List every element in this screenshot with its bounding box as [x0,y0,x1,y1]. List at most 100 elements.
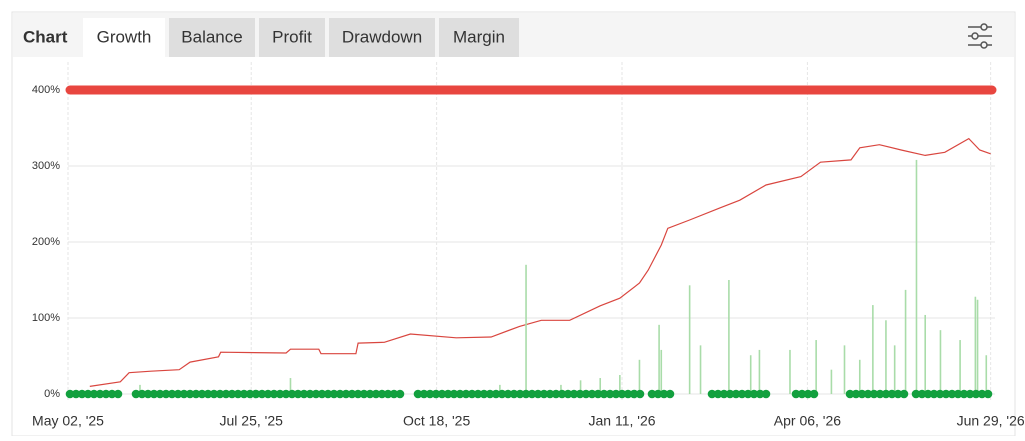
marker [83,389,93,399]
bar [974,296,977,394]
marker [137,389,147,399]
marker [191,389,201,399]
marker [389,389,399,399]
marker [731,389,741,399]
marker [251,389,261,399]
marker [323,389,333,399]
y-tick-label: 400% [32,84,60,96]
marker [605,389,615,399]
tab[interactable] [83,18,165,57]
marker [305,389,315,399]
bar [789,349,791,394]
marker [371,389,381,399]
bar [843,345,846,394]
marker [227,389,237,399]
tab-label[interactable]: Profit [272,27,312,46]
marker [311,389,321,399]
bar [638,359,641,394]
marker [131,389,141,399]
marker [959,389,969,399]
marker [239,389,249,399]
marker [809,389,819,399]
marker [455,389,465,399]
marker [941,389,951,399]
marker [923,389,933,399]
marker [983,389,993,399]
bar [885,320,887,394]
marker [317,389,327,399]
tab[interactable] [259,18,325,57]
marker [647,389,657,399]
marker [533,389,543,399]
marker [503,389,513,399]
marker [275,389,285,399]
tab-label[interactable]: Balance [181,27,242,46]
marker [653,389,663,399]
marker [857,389,867,399]
marker [419,389,429,399]
settings-icon[interactable] [968,23,992,49]
bar [728,280,730,394]
bar [289,378,292,394]
marker [395,389,405,399]
marker [575,389,585,399]
marker [563,389,573,399]
marker [527,389,537,399]
growth-line [89,137,991,387]
marker [269,389,279,399]
bar [815,340,817,394]
marker [485,389,495,399]
marker [365,389,375,399]
marker [359,389,369,399]
marker [341,389,351,399]
bar [688,285,691,394]
bar [904,289,907,394]
marker [947,389,957,399]
x-tick-label: Oct 18, '25 [403,413,470,429]
marker [545,389,555,399]
marker [491,389,501,399]
tab-label[interactable]: Margin [453,27,505,46]
x-tick-label: Jan 11, '26 [589,413,656,429]
x-tick-label: Jul 25, '25 [220,413,284,429]
marker [713,389,723,399]
marker [611,389,621,399]
tab[interactable] [439,18,519,57]
marker [287,389,297,399]
tab-label[interactable]: Drawdown [342,27,422,46]
marker [425,389,435,399]
marker [929,389,939,399]
marker [95,389,105,399]
marker [707,389,717,399]
marker [761,389,771,399]
marker [791,389,801,399]
marker [473,389,483,399]
marker [755,389,765,399]
marker [863,389,873,399]
marker [293,389,303,399]
marker [77,389,87,399]
marker [215,389,225,399]
plot: 0% 100% 200% 300% 400% May 02, '25 Jul 25, '25… [32,62,1025,429]
marker [887,389,897,399]
marker [581,389,591,399]
bar [525,264,527,394]
marker [467,389,477,399]
bar [139,384,141,394]
tab[interactable] [169,18,255,57]
tab-label[interactable]: Growth [97,27,152,46]
marker [509,389,519,399]
marker [89,389,99,399]
marker [557,389,567,399]
marker [521,389,531,399]
bar [959,340,961,394]
marker [551,389,561,399]
marker [899,389,909,399]
marker [515,389,525,399]
bar [660,349,663,394]
marker [917,389,927,399]
marker [845,389,855,399]
tab[interactable] [329,18,435,57]
marker [203,389,213,399]
marker [587,389,597,399]
